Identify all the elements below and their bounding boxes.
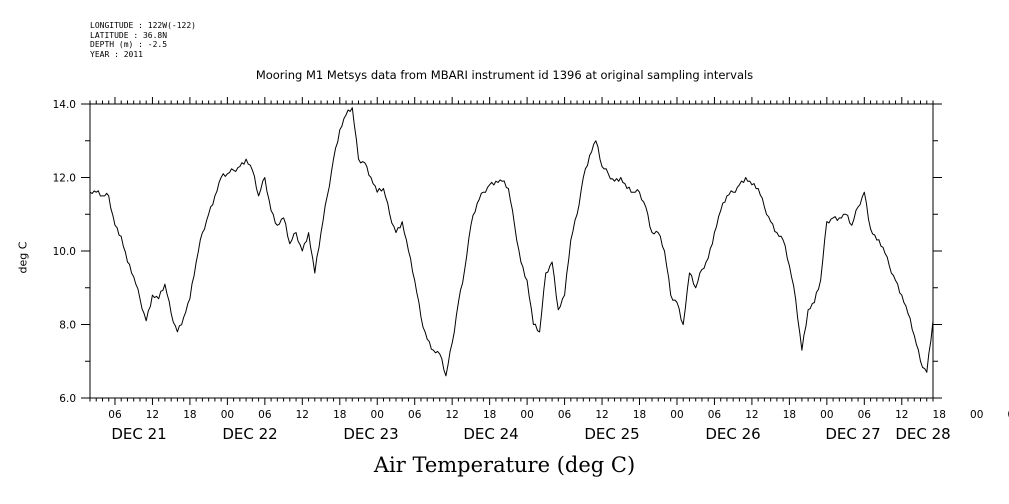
x-axis-label: Air Temperature (deg C) [373,453,636,477]
depth-label: DEPTH (m) : -2.5 [90,40,168,49]
latitude-label: LATITUDE : 36.8N [90,30,168,40]
plot-frame [89,103,934,399]
y-tick-label: 14.0 [53,99,76,111]
series-line [89,107,934,377]
longitude-label: LONGITUDE : 122W(-122) [90,21,196,30]
x-tick-label: 06 [858,409,872,421]
x-tick-label: 06 [558,409,572,421]
x-tick-label: 12 [895,409,908,421]
x-tick-label: 18 [783,409,796,421]
x-day-label: DEC 21 [111,425,166,443]
y-tick-label: 10.0 [53,246,76,258]
x-tick-label: 18 [183,409,196,421]
x-tick-label: 18 [933,409,946,421]
x-day-label: DEC 27 [825,425,880,443]
x-day-label: DEC 24 [463,425,518,443]
x-day-label: DEC 25 [584,425,639,443]
x-tick-label: 06 [1007,409,1009,421]
x-tick-label: 12 [745,409,758,421]
chart-ticks [81,97,942,405]
x-day-label: DEC 22 [222,425,277,443]
x-tick-label: 00 [371,409,384,421]
y-tick-label: 12.0 [53,173,76,185]
x-day-label: DEC 26 [705,425,760,443]
chart-axes [89,103,934,399]
x-tick-label: 12 [146,409,159,421]
x-tick-label: 00 [820,409,833,421]
x-day-label: DEC 23 [343,425,398,443]
x-tick-label: 00 [221,409,234,421]
x-tick-label: 06 [108,409,122,421]
chart-series [89,107,934,377]
y-tick-label: 6.0 [59,393,76,405]
x-tick-label: 18 [483,409,496,421]
year-label: YEAR : 2011 [90,49,143,59]
x-tick-label: 12 [296,409,309,421]
x-tick-label: 06 [708,409,722,421]
x-tick-label: 06 [258,409,272,421]
x-tick-label: 18 [633,409,646,421]
x-tick-label: 12 [595,409,608,421]
header-metadata: LONGITUDE : 122W(-122) LATITUDE : 36.8N … [90,21,196,59]
y-tick-label: 8.0 [59,320,76,332]
x-tick-label: 00 [670,409,683,421]
plot-title: Mooring M1 Metsys data from MBARI instru… [255,68,754,82]
x-tick-label: 12 [445,409,458,421]
x-tick-label: 06 [408,409,422,421]
x-tick-label: 00 [520,409,533,421]
x-tick-label: 00 [970,409,983,421]
x-tick-label: 18 [333,409,346,421]
chart-tick-labels: 06 12 18 00 06 12 18 00 06 12 18 00 06 12 18 00 06 12 18 00… [53,99,1009,443]
x-day-label: DEC 28 [895,425,950,443]
